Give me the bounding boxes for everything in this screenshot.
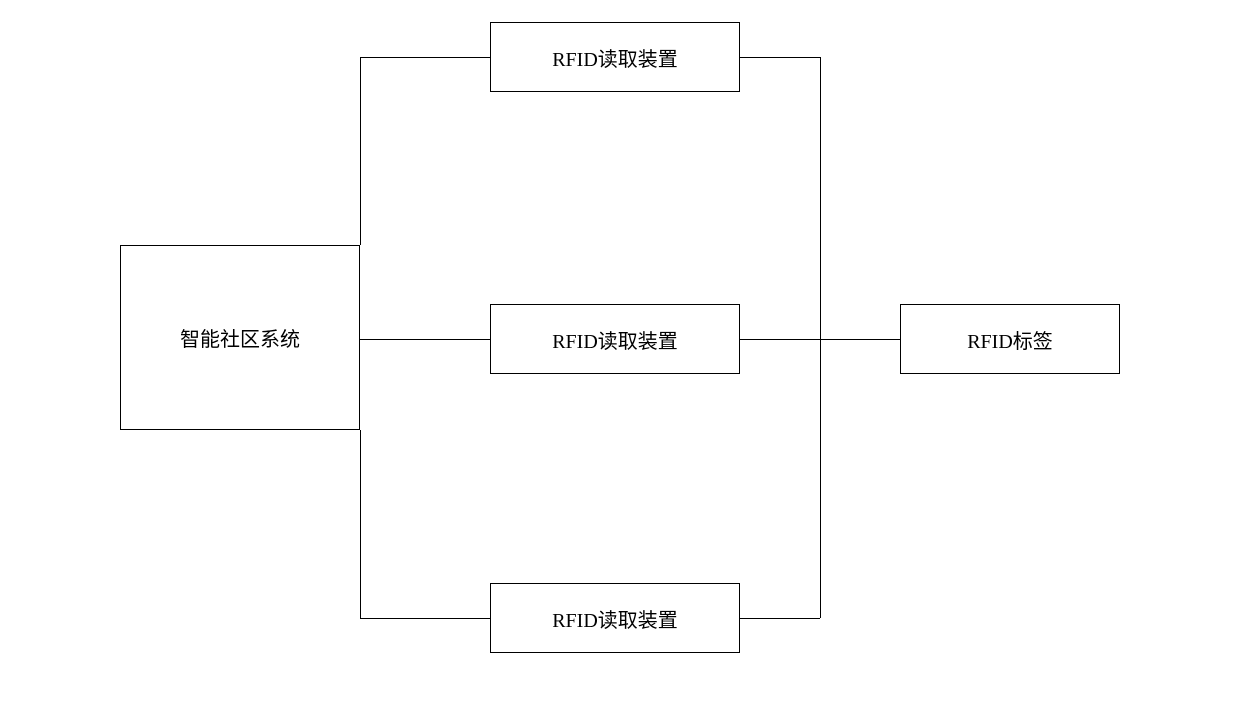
node-label: RFID读取装置	[552, 325, 678, 354]
node-rfid-reader-top: RFID读取装置	[490, 22, 740, 92]
edge-segment	[360, 339, 490, 340]
edge-segment	[360, 57, 490, 58]
edge-segment	[740, 57, 820, 58]
node-rfid-reader-bot: RFID读取装置	[490, 583, 740, 653]
node-smart-community: 智能社区系统	[120, 245, 360, 430]
node-label: RFID读取装置	[552, 604, 678, 633]
edge-segment	[820, 339, 821, 618]
node-label: RFID标签	[967, 325, 1053, 354]
edge-segment	[820, 57, 821, 339]
node-rfid-tag: RFID标签	[900, 304, 1120, 374]
node-label: 智能社区系统	[180, 323, 300, 352]
edge-segment	[360, 430, 361, 618]
edge-segment	[740, 618, 820, 619]
edge-segment	[360, 57, 361, 245]
node-rfid-reader-mid: RFID读取装置	[490, 304, 740, 374]
node-label: RFID读取装置	[552, 43, 678, 72]
edge-segment	[360, 618, 490, 619]
